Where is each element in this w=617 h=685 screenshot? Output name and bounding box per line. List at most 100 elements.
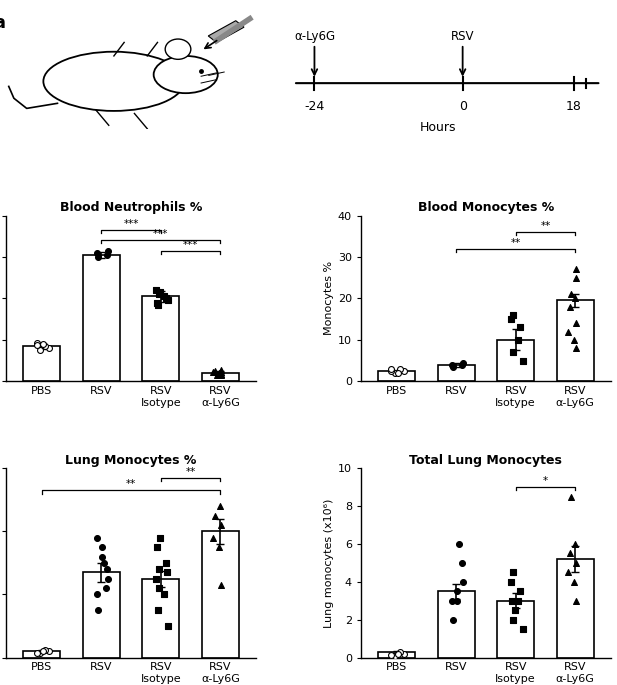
Text: *: *	[543, 476, 548, 486]
Point	[399, 366, 408, 377]
Point	[571, 342, 581, 353]
Point	[457, 359, 467, 370]
Point	[513, 334, 523, 345]
Bar	[202, 373, 239, 382]
Bar	[83, 255, 120, 382]
Ellipse shape	[154, 56, 218, 93]
Text: ***: ***	[153, 229, 168, 240]
Point	[454, 538, 464, 549]
Text: a: a	[0, 14, 6, 32]
Point	[38, 646, 48, 657]
Point	[516, 586, 526, 597]
Point	[161, 558, 171, 569]
Point	[209, 366, 218, 377]
Point	[508, 310, 518, 321]
Title: Lung Monocytes %: Lung Monocytes %	[65, 454, 197, 467]
Point	[99, 558, 109, 569]
Text: **: **	[126, 479, 136, 489]
Point	[395, 647, 405, 658]
Point	[93, 247, 102, 258]
Point	[216, 519, 226, 530]
Point	[565, 548, 574, 559]
Point	[386, 363, 396, 374]
Point	[458, 576, 468, 587]
Point	[506, 314, 516, 325]
Bar	[557, 301, 594, 382]
Text: α-Ly6G: α-Ly6G	[294, 30, 335, 43]
Point	[216, 364, 226, 375]
Point	[41, 644, 51, 655]
Text: **: **	[510, 238, 521, 248]
Point	[571, 272, 581, 283]
Point	[448, 614, 458, 625]
Bar	[23, 346, 60, 382]
Point	[93, 589, 102, 600]
Point	[518, 355, 528, 366]
Point	[212, 370, 222, 381]
Point	[570, 293, 580, 304]
Point	[510, 605, 520, 616]
Point	[457, 558, 467, 569]
Point	[162, 567, 172, 578]
Point	[570, 538, 580, 549]
Point	[155, 287, 165, 298]
Point	[164, 621, 173, 632]
Point	[161, 293, 171, 304]
Bar	[202, 532, 239, 658]
Bar	[378, 371, 415, 382]
Point	[155, 532, 165, 543]
Point	[448, 361, 458, 372]
Point	[164, 295, 173, 306]
Point	[154, 605, 164, 616]
Point	[395, 363, 405, 374]
Point	[216, 366, 226, 377]
Y-axis label: Monocytes %: Monocytes %	[324, 262, 334, 336]
Point	[386, 649, 396, 660]
Point	[508, 347, 518, 358]
Ellipse shape	[43, 52, 184, 111]
Text: 0: 0	[458, 99, 466, 112]
Point	[386, 366, 396, 377]
Point	[214, 368, 224, 379]
Point	[154, 564, 164, 575]
Point	[154, 289, 164, 300]
Point	[31, 647, 41, 658]
Point	[458, 357, 468, 368]
Point	[216, 369, 226, 379]
Bar	[497, 601, 534, 658]
Point	[152, 542, 162, 553]
Point	[566, 289, 576, 300]
Point	[151, 285, 161, 296]
Point	[513, 595, 523, 606]
Point	[159, 589, 168, 600]
Point	[31, 338, 41, 349]
Point	[571, 558, 581, 569]
Point	[210, 366, 220, 377]
Point	[390, 650, 400, 661]
Point	[44, 646, 54, 657]
Point	[452, 595, 462, 606]
Point	[508, 614, 518, 625]
Point	[210, 510, 220, 521]
Title: Blood Monocytes %: Blood Monocytes %	[418, 201, 554, 214]
Point	[571, 595, 581, 606]
Text: ***: ***	[183, 240, 198, 250]
Point	[38, 338, 48, 349]
Point	[214, 542, 224, 553]
Point	[518, 624, 528, 635]
Bar	[143, 297, 180, 382]
Point	[452, 586, 462, 597]
Bar	[209, 21, 244, 42]
Point	[563, 326, 573, 337]
Text: RSV: RSV	[451, 30, 474, 43]
Title: Blood Neutrophils %: Blood Neutrophils %	[60, 201, 202, 214]
Text: ***: ***	[123, 219, 139, 229]
Point	[159, 291, 168, 302]
Point	[216, 580, 226, 590]
Point	[35, 345, 45, 356]
Point	[35, 647, 45, 658]
Text: **: **	[540, 221, 550, 232]
Point	[506, 576, 516, 587]
Point	[209, 532, 218, 543]
Text: -24: -24	[304, 99, 325, 112]
